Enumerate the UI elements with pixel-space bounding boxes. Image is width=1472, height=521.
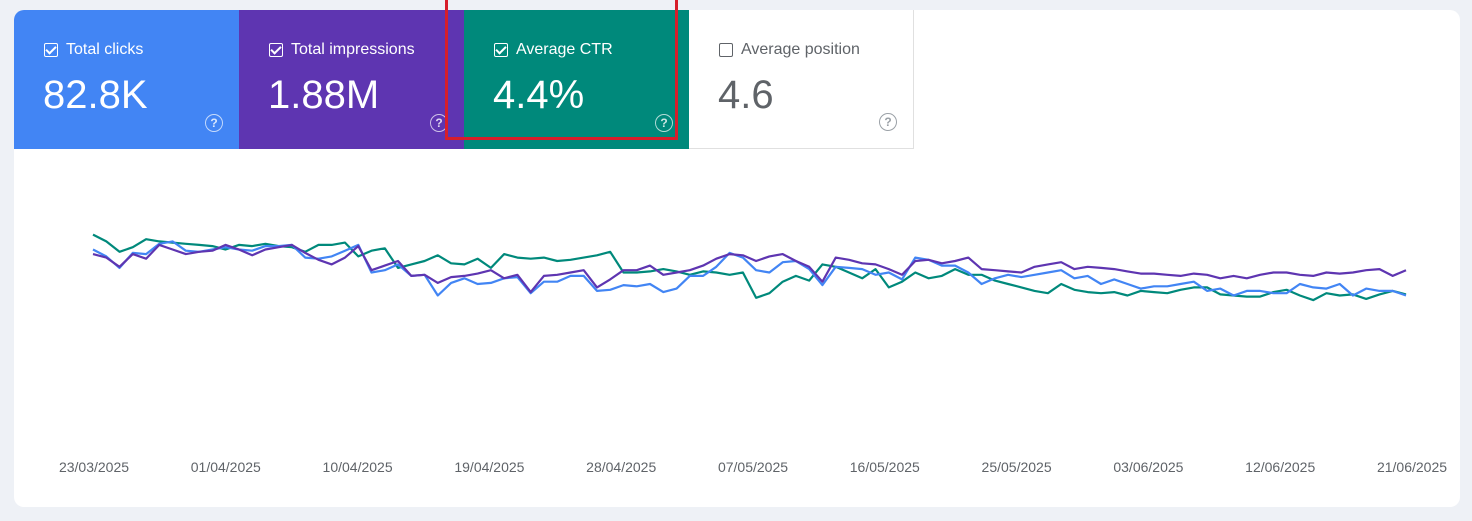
performance-line-chart: 23/03/2025 01/04/2025 10/04/2025 19/04/2025… (59, 233, 1447, 475)
x-tick-label: 23/03/2025 (59, 459, 129, 475)
metric-label: Average position (741, 41, 860, 58)
metric-value: 1.88M (268, 73, 380, 117)
metric-label: Total impressions (291, 41, 415, 58)
metric-value: 4.4% (493, 73, 585, 117)
x-tick-label: 12/06/2025 (1245, 459, 1315, 475)
metric-label: Average CTR (516, 41, 613, 58)
series-line-total-impressions (92, 243, 1407, 294)
help-icon[interactable]: ? (655, 114, 673, 132)
metric-value: 4.6 (718, 73, 774, 117)
x-tick-label: 21/06/2025 (1377, 459, 1447, 475)
performance-panel: Total clicks 82.8K ? Total impressions 1… (14, 10, 1460, 507)
x-tick-label: 01/04/2025 (191, 459, 261, 475)
x-tick-label: 07/05/2025 (718, 459, 788, 475)
checkbox-icon[interactable] (719, 43, 733, 57)
metric-card-total-clicks[interactable]: Total clicks 82.8K ? (14, 10, 239, 149)
metric-card-average-position[interactable]: Average position 4.6 ? (689, 10, 914, 149)
x-tick-label: 19/04/2025 (454, 459, 524, 475)
x-tick-label: 25/05/2025 (982, 459, 1052, 475)
help-icon[interactable]: ? (205, 114, 223, 132)
x-tick-label: 10/04/2025 (323, 459, 393, 475)
metric-card-average-ctr[interactable]: Average CTR 4.4% ? (464, 10, 689, 149)
series-line-total-clicks (92, 240, 1407, 297)
metric-label: Total clicks (66, 41, 144, 58)
checkbox-icon[interactable] (44, 43, 58, 57)
checkbox-icon[interactable] (494, 43, 508, 57)
x-tick-label: 03/06/2025 (1113, 459, 1183, 475)
metric-value: 82.8K (43, 73, 148, 117)
metric-card-total-impressions[interactable]: Total impressions 1.88M ? (239, 10, 464, 149)
x-tick-label: 28/04/2025 (586, 459, 656, 475)
help-icon[interactable]: ? (879, 113, 897, 131)
x-tick-label: 16/05/2025 (850, 459, 920, 475)
checkbox-icon[interactable] (269, 43, 283, 57)
series-line-average-ctr (92, 233, 1407, 302)
